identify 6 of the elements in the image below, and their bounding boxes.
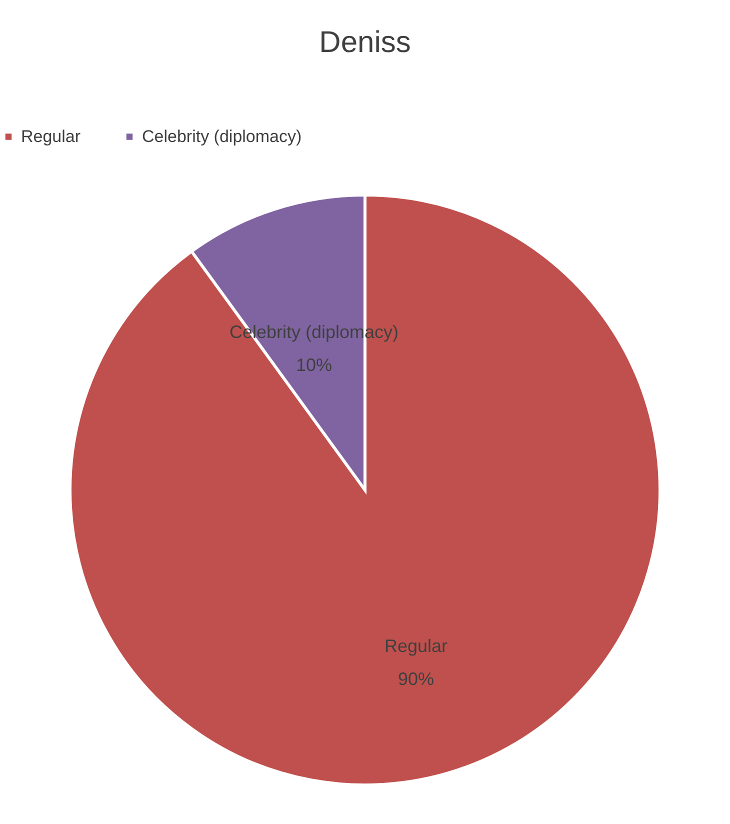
- data-label: 10%: [296, 355, 332, 376]
- legend-label: Regular: [21, 126, 81, 146]
- legend-label: Celebrity (diplomacy): [142, 126, 302, 146]
- slice-label: Regular: [384, 636, 448, 656]
- chart-title: Deniss: [319, 26, 411, 59]
- data-label: 90%: [398, 668, 434, 689]
